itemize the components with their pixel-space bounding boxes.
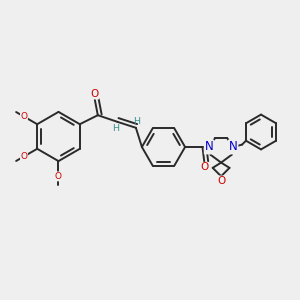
Text: O: O [200,162,208,172]
Text: N: N [205,140,214,154]
Text: O: O [20,152,27,161]
Text: O: O [91,89,99,99]
Text: N: N [229,140,238,154]
Text: O: O [20,112,27,121]
Text: H: H [112,124,120,133]
Text: O: O [55,172,62,181]
Text: H: H [134,117,141,126]
Text: O: O [217,176,225,186]
